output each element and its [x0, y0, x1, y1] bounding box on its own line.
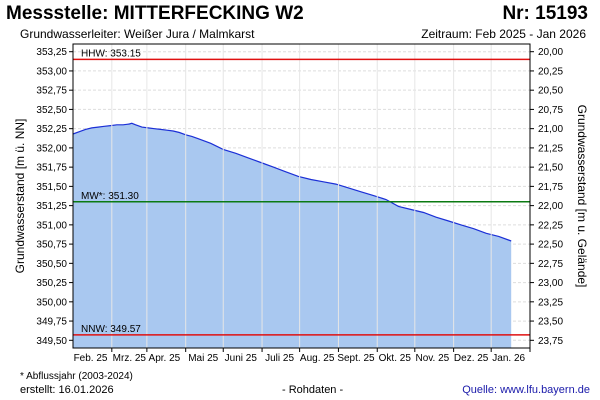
y-tick-label-right: 23,50	[538, 317, 563, 328]
y-tick-label: 352,00	[36, 143, 67, 154]
y-tick-label: 353,00	[36, 66, 67, 77]
y-tick-label: 350,00	[36, 297, 67, 308]
y-tick-label: 350,25	[36, 278, 67, 289]
left-y-axis: 353,25 353,00 352,75 352,50 352,25 352,00 351,…	[36, 47, 73, 347]
y-tick-label-right: 21,00	[538, 124, 563, 135]
y-tick-label: 352,25	[36, 124, 67, 135]
y-tick-label-right: 20,25	[538, 66, 563, 77]
y-tick-label-right: 23,25	[538, 297, 563, 308]
x-tick-label: Dez. 25	[454, 353, 489, 364]
source: Quelle: www.lfu.bayern.de	[462, 384, 590, 396]
y-tick-label: 353,25	[36, 47, 67, 58]
created-date: erstellt: 16.01.2026	[20, 384, 114, 396]
x-tick-label: Feb. 25	[74, 353, 108, 364]
station-title: Messstelle: MITTERFECKING W2	[6, 3, 304, 24]
x-tick-label: Okt. 25	[379, 353, 412, 364]
right-y-axis: 20,00 20,25 20,50 20,75 21,00 21,25 21,50 21,75…	[530, 47, 563, 347]
y-tick-label-right: 23,00	[538, 278, 563, 289]
aquifer-label: Grundwasserleiter: Weißer Jura / Malmkar…	[20, 27, 255, 41]
raw-data-note: - Rohdaten -	[282, 384, 344, 396]
y-tick-label-right: 22,00	[538, 201, 563, 212]
reference-lines: HHW: 353.15 MW*: 351.30 NNW: 349.57	[73, 48, 530, 336]
y-tick-label: 350,50	[36, 259, 67, 270]
source-label: Quelle:	[462, 384, 498, 396]
y-tick-label: 352,75	[36, 86, 67, 97]
station-number: Nr: 15193	[502, 3, 588, 24]
y-tick-label: 349,75	[36, 317, 67, 328]
y-tick-label-right: 22,50	[538, 240, 563, 251]
x-tick-label: Nov. 25	[415, 353, 449, 364]
x-tick-label: Apr. 25	[149, 353, 181, 364]
period-label: Zeitraum: Feb 2025 - Jan 2026	[421, 27, 586, 41]
y-tick-label: 349,50	[36, 336, 67, 347]
y-tick-label: 351,75	[36, 163, 67, 174]
ref-line-label: NNW: 349.57	[81, 324, 141, 335]
x-tick-label: Juni 25	[225, 353, 258, 364]
plot-frame	[72, 43, 531, 349]
y-axis-label-right: Grundwasserstand [m u. Gelände]	[575, 105, 589, 288]
y-axis-label-left: Grundwasserstand [m ü. NN]	[13, 119, 27, 274]
y-tick-label-right: 20,00	[538, 47, 563, 58]
source-link[interactable]: www.lfu.bayern.de	[500, 384, 590, 396]
footnote: * Abflussjahr (2003-2024)	[20, 371, 133, 382]
x-tick-label: Juli 25	[265, 353, 294, 364]
y-tick-label: 351,50	[36, 182, 67, 193]
y-tick-label-right: 21,25	[538, 143, 563, 154]
y-tick-label-right: 21,75	[538, 182, 563, 193]
x-tick-label: Mai 25	[188, 353, 218, 364]
y-tick-label-right: 20,50	[538, 86, 563, 97]
y-tick-label: 350,75	[36, 240, 67, 251]
y-tick-label-right: 20,75	[538, 105, 563, 116]
series-area	[73, 123, 512, 348]
ref-line-label: HHW: 353.15	[81, 48, 141, 59]
y-tick-label-right: 22,25	[538, 220, 563, 231]
y-tick-label-right: 21,50	[538, 163, 563, 174]
y-tick-label-right: 22,75	[538, 259, 563, 270]
x-axis: Feb. 25 Mrz. 25 Apr. 25 Mai 25 Juni 25 Juli 2…	[74, 348, 531, 364]
y-tick-label-right: 23,75	[538, 336, 563, 347]
ref-line-label: MW*: 351.30	[81, 191, 139, 202]
y-tick-label: 351,00	[36, 220, 67, 231]
x-tick-label: Jan. 26	[492, 353, 525, 364]
x-tick-label: Mrz. 25	[113, 353, 147, 364]
y-tick-label: 352,50	[36, 105, 67, 116]
x-tick-label: Aug. 25	[300, 353, 335, 364]
x-tick-label: Sept. 25	[337, 353, 375, 364]
y-tick-label: 351,25	[36, 201, 67, 212]
